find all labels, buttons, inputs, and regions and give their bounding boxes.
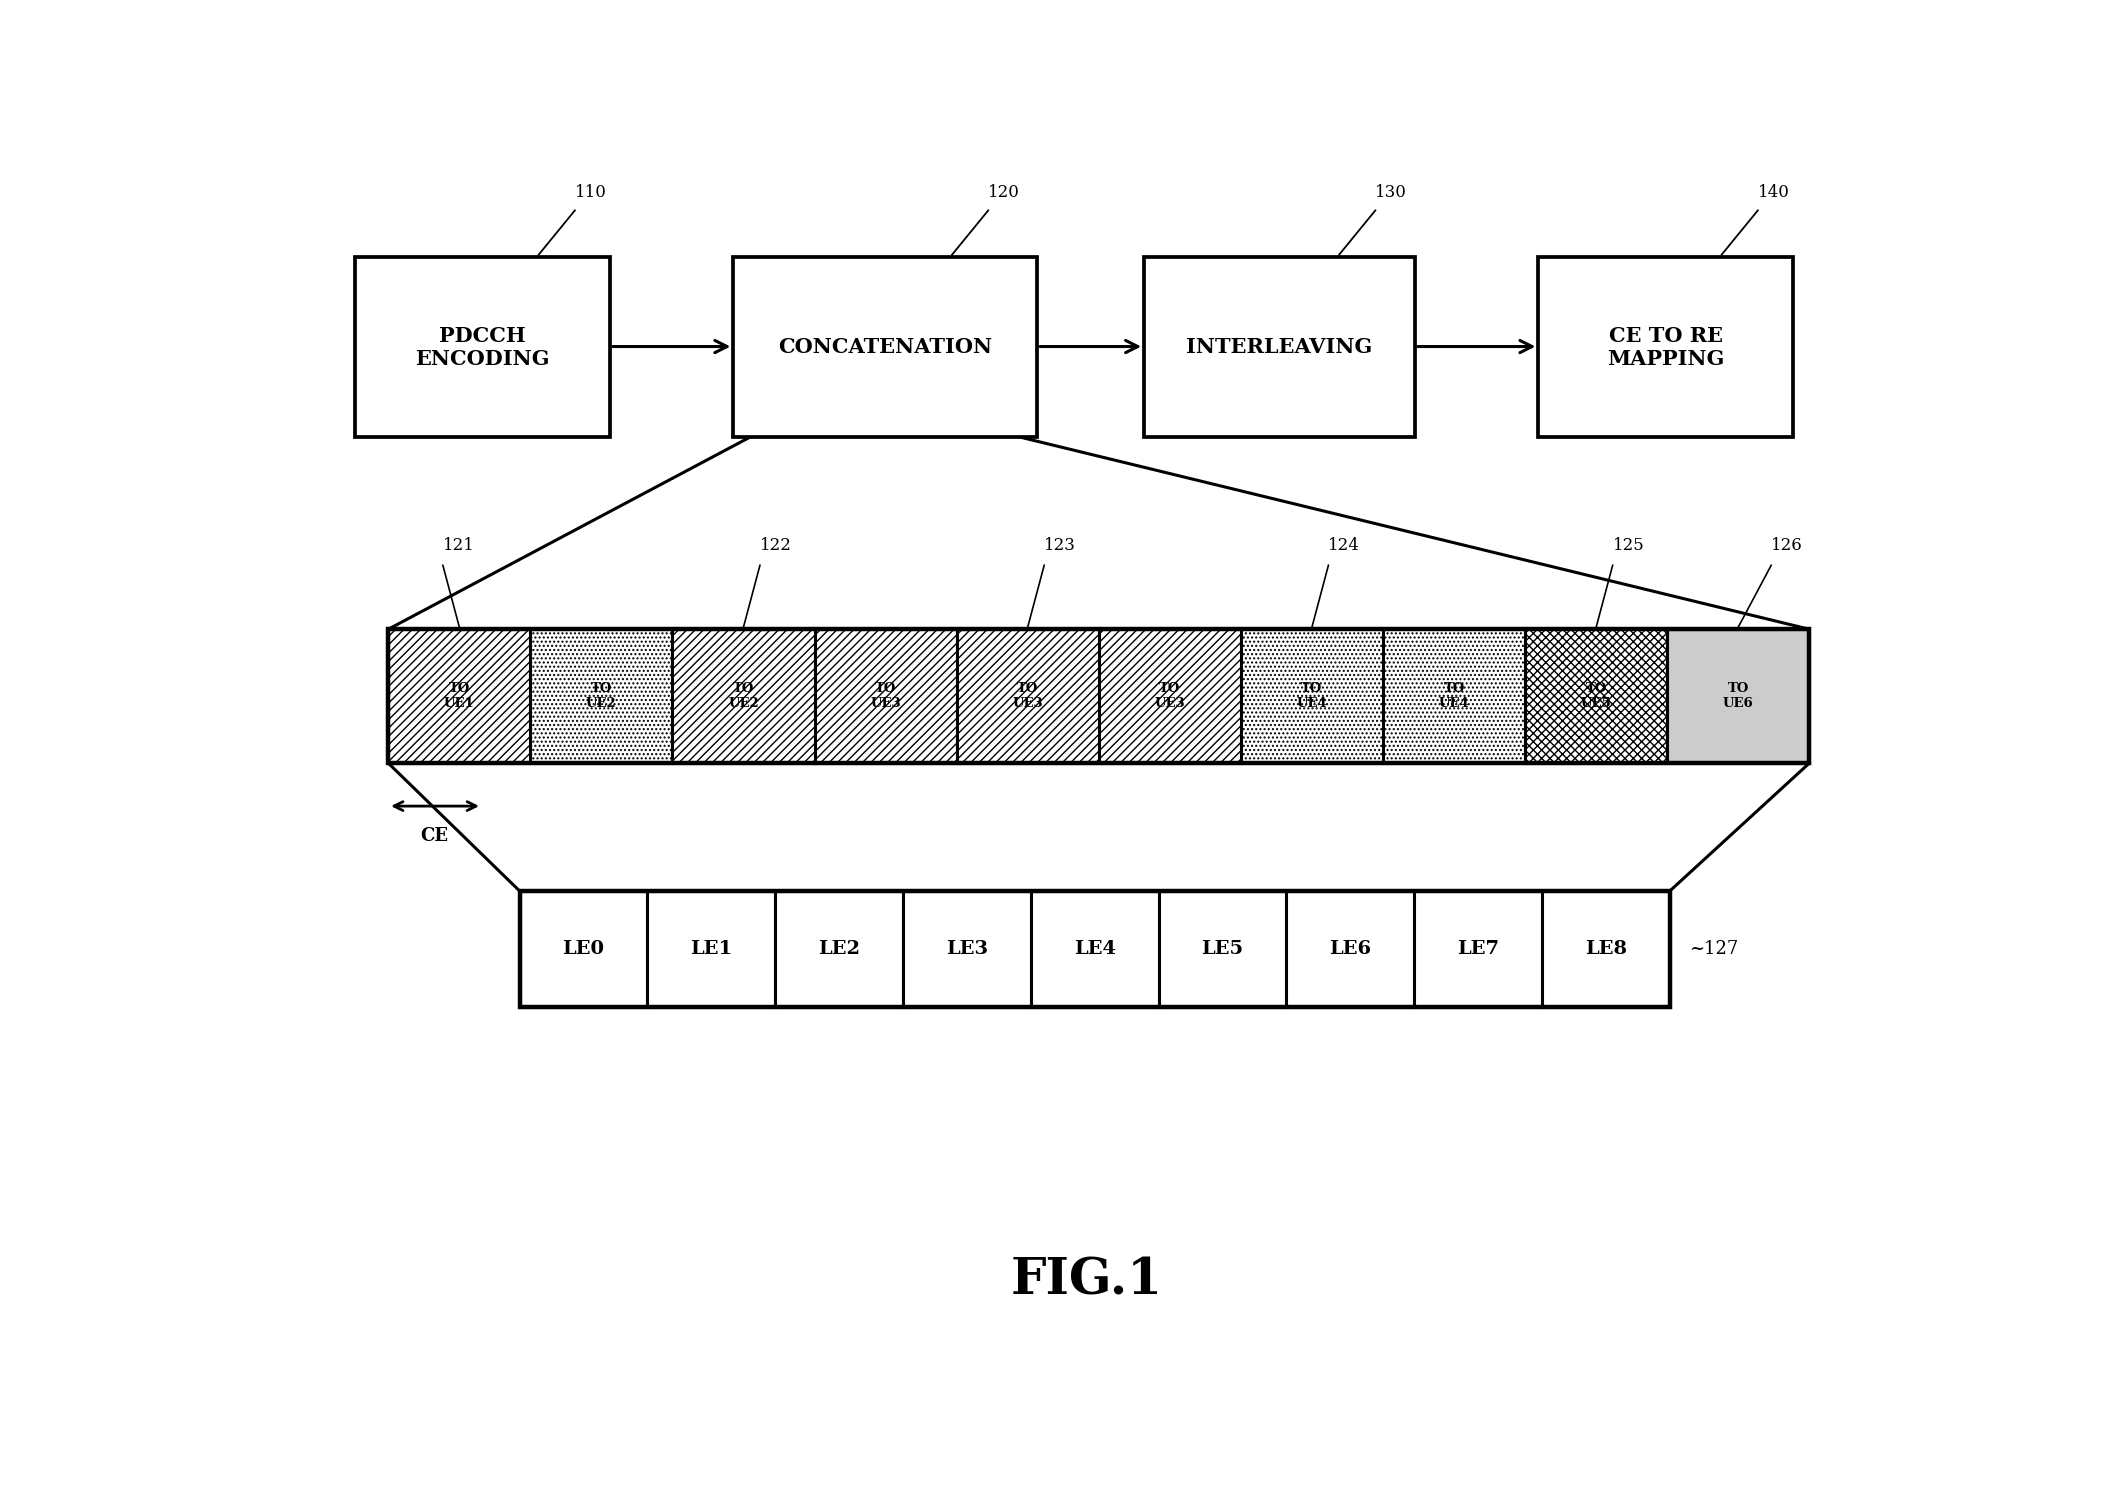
Text: TO
UE2: TO UE2 bbox=[585, 681, 617, 710]
Bar bbox=[814, 629, 956, 763]
Text: 140: 140 bbox=[1757, 184, 1789, 201]
Bar bbox=[388, 629, 530, 763]
Text: LE1: LE1 bbox=[691, 940, 734, 958]
Text: 110: 110 bbox=[575, 184, 606, 201]
Text: LE5: LE5 bbox=[1202, 940, 1244, 958]
Bar bbox=[734, 257, 1037, 437]
Text: TO
UE4: TO UE4 bbox=[1297, 681, 1327, 710]
Text: 125: 125 bbox=[1613, 536, 1645, 553]
Text: 122: 122 bbox=[759, 536, 793, 553]
Text: TO
UE2: TO UE2 bbox=[727, 681, 759, 710]
Bar bbox=[1541, 891, 1671, 1008]
Bar bbox=[356, 257, 611, 437]
Bar bbox=[1160, 891, 1287, 1008]
Text: LE8: LE8 bbox=[1586, 940, 1626, 958]
Bar bbox=[530, 629, 672, 763]
Text: LE3: LE3 bbox=[946, 940, 988, 958]
Bar bbox=[388, 629, 1810, 763]
Bar bbox=[1030, 891, 1160, 1008]
Bar bbox=[519, 891, 647, 1008]
Text: FIG.1: FIG.1 bbox=[1011, 1256, 1162, 1306]
Text: LE0: LE0 bbox=[562, 940, 604, 958]
Text: 126: 126 bbox=[1770, 536, 1802, 553]
Text: CE TO RE
MAPPING: CE TO RE MAPPING bbox=[1607, 325, 1724, 369]
Text: TO
UE4: TO UE4 bbox=[1439, 681, 1469, 710]
Bar bbox=[1414, 891, 1541, 1008]
Text: INTERLEAVING: INTERLEAVING bbox=[1187, 337, 1372, 357]
Text: TO
UE1: TO UE1 bbox=[443, 681, 475, 710]
Text: TO
UE3: TO UE3 bbox=[1155, 681, 1185, 710]
Text: CE: CE bbox=[420, 827, 447, 845]
Text: LE2: LE2 bbox=[818, 940, 861, 958]
Text: CONCATENATION: CONCATENATION bbox=[778, 337, 992, 357]
Text: 130: 130 bbox=[1376, 184, 1408, 201]
Bar bbox=[647, 891, 776, 1008]
Bar bbox=[956, 629, 1098, 763]
Text: LE6: LE6 bbox=[1329, 940, 1372, 958]
Bar bbox=[1666, 629, 1808, 763]
Text: PDCCH
ENCODING: PDCCH ENCODING bbox=[416, 325, 549, 369]
Bar bbox=[519, 891, 1671, 1008]
Bar bbox=[1382, 629, 1524, 763]
Bar bbox=[1539, 257, 1794, 437]
Text: 121: 121 bbox=[443, 536, 475, 553]
Bar bbox=[1098, 629, 1240, 763]
Text: TO
UE3: TO UE3 bbox=[871, 681, 901, 710]
Text: ~127: ~127 bbox=[1690, 940, 1738, 958]
Text: TO
UE5: TO UE5 bbox=[1582, 681, 1611, 710]
Text: 124: 124 bbox=[1329, 536, 1361, 553]
Text: LE4: LE4 bbox=[1073, 940, 1115, 958]
Bar bbox=[1145, 257, 1416, 437]
Bar bbox=[1287, 891, 1414, 1008]
Text: 120: 120 bbox=[988, 184, 1020, 201]
Text: LE7: LE7 bbox=[1456, 940, 1499, 958]
Text: 123: 123 bbox=[1045, 536, 1077, 553]
Bar bbox=[903, 891, 1030, 1008]
Bar bbox=[776, 891, 903, 1008]
Bar bbox=[672, 629, 814, 763]
Bar bbox=[1524, 629, 1666, 763]
Bar bbox=[1240, 629, 1382, 763]
Text: TO
UE3: TO UE3 bbox=[1013, 681, 1043, 710]
Text: TO
UE6: TO UE6 bbox=[1724, 681, 1753, 710]
